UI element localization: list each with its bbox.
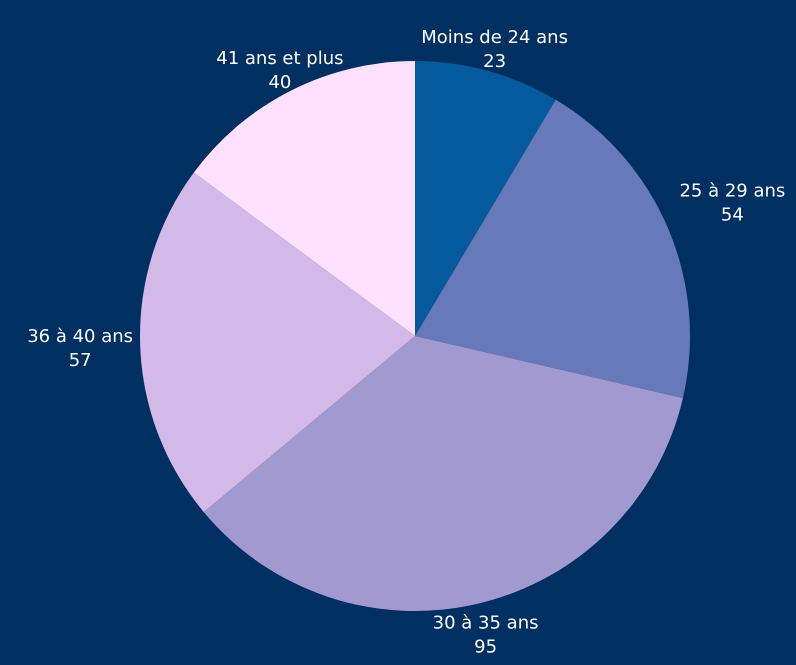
pie-slice-1 [415,61,556,336]
pie-slice-2 [415,99,690,399]
slice-label-2: 25 à 29 ans 54 [679,181,785,226]
slice-category-label: Moins de 24 ans [421,27,568,48]
slice-value-label: 95 [474,637,497,658]
slice-value-label: 57 [69,350,92,371]
slice-value-label: 54 [721,205,744,226]
pie-slice-4 [140,172,415,513]
slice-category-label: 41 ans et plus [216,48,343,69]
slice-label-1: Moins de 24 ans 23 [421,27,568,72]
slice-label-3: 30 à 35 ans 95 [433,613,539,658]
slice-value-label: 23 [483,51,506,72]
pie-slice-5 [193,61,415,336]
slice-category-label: 36 à 40 ans [27,326,133,347]
pie-slice-3 [203,336,683,612]
pie-slices [140,61,690,612]
pie-labels: Moins de 24 ans 23 25 à 29 ans 54 30 à 35 an… [27,27,785,658]
slice-category-label: 30 à 35 ans [433,613,539,634]
slice-value-label: 40 [268,72,291,93]
slice-label-4: 36 à 40 ans 57 [27,326,133,371]
slice-label-5: 41 ans et plus 40 [216,48,343,93]
slice-category-label: 25 à 29 ans [679,181,785,202]
